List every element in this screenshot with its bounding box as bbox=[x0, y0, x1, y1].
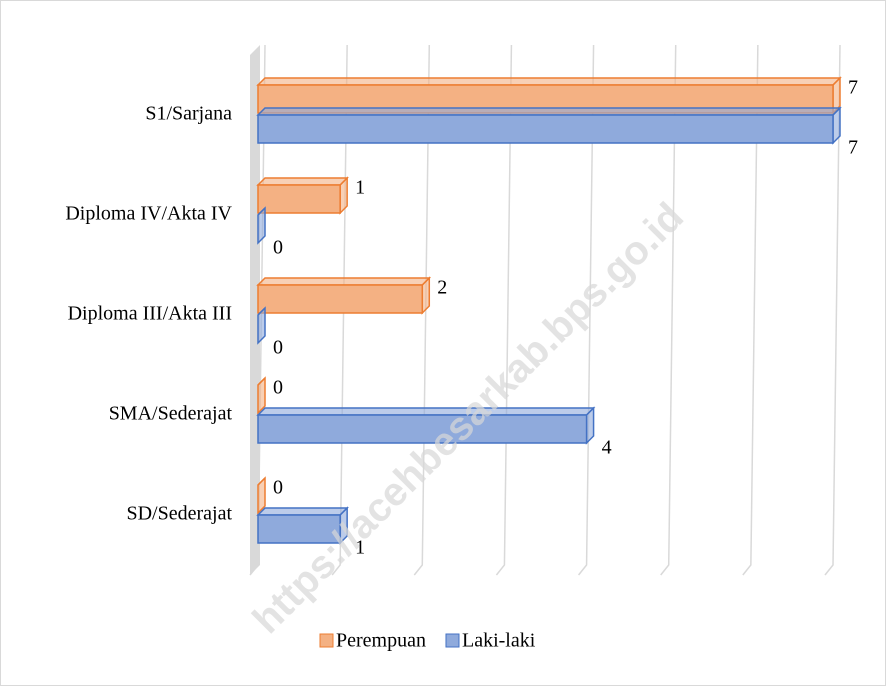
grid-line bbox=[577, 44, 595, 576]
bar-side bbox=[257, 206, 266, 245]
bar-side bbox=[257, 476, 266, 515]
bar-top bbox=[256, 77, 842, 86]
data-label: 0 bbox=[273, 377, 283, 399]
data-label: 4 bbox=[602, 437, 612, 459]
data-label: 1 bbox=[355, 177, 365, 199]
bar bbox=[257, 114, 834, 144]
bar-side bbox=[832, 106, 841, 145]
category-label: S1/Sarjana bbox=[145, 103, 232, 125]
grid-line bbox=[331, 44, 348, 576]
category-label: Diploma III/Akta III bbox=[68, 303, 232, 325]
legend-swatch bbox=[319, 633, 334, 648]
legend-swatch bbox=[445, 633, 460, 648]
data-label: 2 bbox=[437, 277, 447, 299]
bar-top bbox=[256, 107, 842, 116]
data-label: 0 bbox=[273, 337, 283, 359]
bar bbox=[257, 514, 341, 544]
data-label: 1 bbox=[355, 537, 365, 559]
bar-top bbox=[256, 277, 432, 286]
category-label: SD/Sederajat bbox=[126, 503, 232, 525]
category-label: SMA/Sederajat bbox=[109, 403, 233, 425]
legend-label: Laki-laki bbox=[462, 630, 536, 652]
bar-side bbox=[339, 176, 348, 215]
data-label: 7 bbox=[848, 77, 858, 99]
data-label: 0 bbox=[273, 477, 283, 499]
bar bbox=[257, 284, 424, 314]
bar bbox=[257, 184, 341, 214]
grid-line bbox=[495, 44, 513, 576]
bar-top bbox=[256, 407, 596, 416]
grid-line bbox=[660, 44, 677, 576]
grid-line bbox=[824, 44, 841, 576]
bar-side bbox=[257, 376, 266, 415]
bar-top bbox=[256, 507, 349, 516]
bar-side bbox=[257, 306, 266, 345]
grid-line bbox=[413, 44, 431, 576]
data-label: 7 bbox=[848, 137, 858, 159]
bar-top bbox=[256, 177, 349, 186]
grid-line bbox=[742, 44, 759, 576]
bar bbox=[257, 414, 588, 444]
bar-side bbox=[421, 276, 431, 315]
data-label: 0 bbox=[273, 237, 283, 259]
legend-label: Perempuan bbox=[336, 630, 426, 652]
bar-side bbox=[585, 406, 595, 445]
category-label: Diploma IV/Akta IV bbox=[65, 203, 232, 225]
